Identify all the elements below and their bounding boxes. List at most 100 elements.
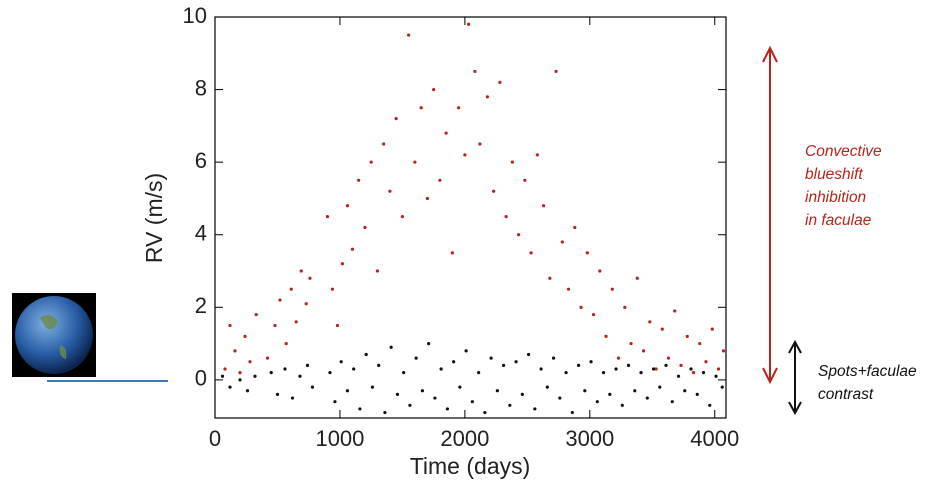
y-tick-label: 4: [195, 221, 207, 246]
data-point: [623, 305, 627, 309]
data-point: [273, 323, 277, 328]
y-tick-label: 10: [183, 3, 207, 28]
data-point: [564, 371, 568, 375]
data-point: [402, 371, 406, 375]
y-axis-label: RV (m/s): [141, 173, 167, 263]
data-point: [492, 189, 496, 193]
data-point: [305, 363, 310, 367]
data-point: [648, 320, 652, 324]
data-point: [633, 389, 637, 393]
data-point: [382, 142, 386, 146]
data-point: [439, 367, 443, 371]
data-point: [604, 334, 608, 338]
data-point: [504, 214, 508, 219]
data-point: [340, 262, 345, 266]
data-point: [284, 342, 288, 346]
data-point: [290, 396, 295, 400]
data-point: [238, 371, 242, 375]
data-point: [545, 385, 549, 389]
data-point: [444, 131, 448, 135]
data-point: [523, 178, 527, 182]
data-point: [708, 403, 712, 407]
x-tick-label: 3000: [565, 426, 614, 451]
data-point: [558, 396, 562, 400]
data-point: [364, 352, 368, 357]
data-point: [670, 400, 674, 404]
data-point: [651, 367, 656, 371]
data-point: [457, 106, 461, 110]
data-point: [533, 407, 537, 411]
data-point: [610, 287, 614, 291]
data-point: [408, 403, 412, 407]
data-point: [664, 363, 668, 367]
x-axis-label: Time (days): [410, 453, 531, 479]
y-tick-label: 0: [195, 366, 207, 391]
data-point: [243, 334, 247, 338]
data-point: [701, 371, 706, 375]
data-point: [395, 392, 400, 397]
data-point: [583, 389, 587, 393]
annotation-line: Spots+faculae: [818, 363, 917, 380]
data-point: [495, 389, 499, 393]
data-point: [463, 153, 467, 157]
data-point: [325, 214, 330, 219]
data-point: [720, 385, 724, 389]
data-point: [414, 356, 418, 360]
data-point: [548, 276, 552, 280]
data-point: [433, 396, 437, 400]
data-point: [560, 240, 564, 244]
data-point: [566, 287, 571, 291]
data-point: [685, 334, 689, 338]
data-point: [601, 371, 606, 375]
x-tick-label: 0: [209, 426, 221, 451]
data-point: [541, 204, 546, 208]
data-point: [704, 360, 708, 364]
data-point: [620, 403, 624, 407]
data-point: [308, 276, 312, 280]
data-point: [710, 327, 714, 331]
data-point: [639, 371, 643, 375]
red-arrow-heads: [762, 45, 778, 385]
earth-image: [15, 296, 93, 374]
data-point: [358, 407, 362, 411]
x-tick-label: 1000: [315, 426, 364, 451]
data-point: [683, 389, 687, 393]
data-point: [223, 367, 227, 371]
y-tick-label: 2: [195, 293, 207, 318]
y-tick-label: 6: [195, 148, 207, 173]
data-point: [407, 33, 411, 37]
data-point: [388, 189, 392, 193]
data-point: [394, 117, 398, 121]
data-point: [233, 349, 237, 353]
data-point: [450, 251, 454, 255]
data-point: [328, 371, 332, 375]
data-point: [485, 95, 489, 99]
data-point: [438, 178, 442, 182]
earth-land: [40, 314, 67, 359]
data-point: [383, 410, 387, 415]
data-point: [489, 356, 493, 360]
data-point: [570, 410, 574, 415]
data-point: [502, 363, 506, 367]
data-point: [526, 352, 531, 357]
data-point: [714, 374, 718, 378]
data-point: [254, 312, 258, 317]
data-point: [554, 69, 558, 74]
data-point: [573, 225, 577, 230]
data-point: [470, 400, 474, 404]
data-point: [658, 385, 662, 389]
data-point: [660, 327, 664, 331]
data-point: [629, 342, 633, 346]
data-point: [535, 153, 539, 157]
data-point: [377, 363, 381, 367]
data-point: [467, 22, 471, 26]
data-point: [238, 378, 242, 382]
data-point: [673, 309, 677, 313]
data-point: [666, 356, 671, 360]
data-point: [363, 225, 367, 230]
data-point: [432, 87, 436, 92]
data-point: [517, 233, 521, 237]
data-point: [654, 367, 658, 371]
data-point: [520, 392, 524, 397]
data-point: [350, 247, 355, 251]
